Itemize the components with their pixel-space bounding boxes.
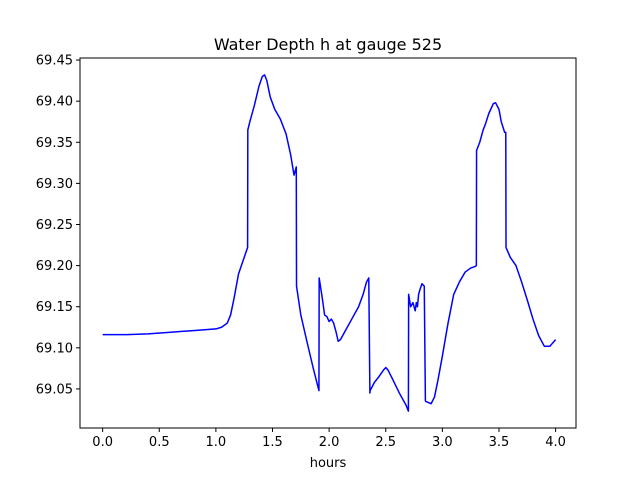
axes: 0.0 0.5 1.0 1.5 2.0 2.5 3.0 3.5 4.0 69.05 69.10 69.… — [36, 54, 566, 450]
x-axis-label: hours — [310, 456, 347, 471]
chart-title: Water Depth h at gauge 525 — [214, 35, 442, 54]
series-line — [102, 74, 557, 412]
y-tick-label: 69.30 — [36, 177, 73, 192]
x-tick-label: 2.5 — [375, 435, 396, 450]
x-tick-label: 0.5 — [149, 435, 170, 450]
y-tick-label: 69.20 — [36, 259, 73, 274]
y-tick-label: 69.35 — [36, 136, 73, 151]
x-tick-label: 1.5 — [262, 435, 283, 450]
x-tick-label: 3.5 — [489, 435, 510, 450]
y-tick-label: 69.10 — [36, 341, 73, 356]
y-tick-label: 69.45 — [36, 54, 73, 69]
plot-frame — [79, 57, 577, 429]
y-tick-label: 69.15 — [36, 300, 73, 315]
x-tick-label: 2.0 — [319, 435, 340, 450]
y-tick-label: 69.05 — [36, 382, 73, 397]
y-tick-label: 69.25 — [36, 218, 73, 233]
x-tick-label: 3.0 — [432, 435, 453, 450]
x-tick-label: 4.0 — [545, 435, 566, 450]
series-layer — [102, 74, 557, 412]
x-tick-label: 1.0 — [206, 435, 227, 450]
x-tick-label: 0.0 — [92, 435, 113, 450]
y-tick-label: 69.40 — [36, 95, 73, 110]
